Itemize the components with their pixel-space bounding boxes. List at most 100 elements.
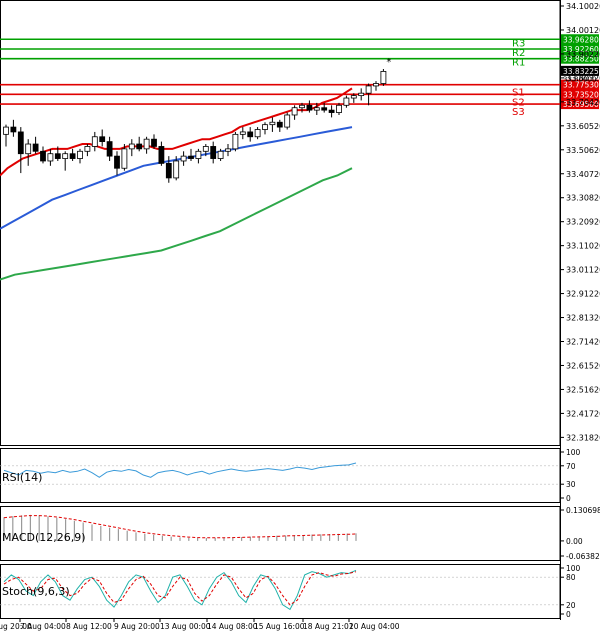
time-tick-label: 8 Aug 12:00: [66, 622, 112, 631]
price-tick-label: 32.41720: [566, 409, 600, 418]
sub-tick-label: 80: [566, 573, 576, 582]
level-price-box: [561, 34, 599, 45]
sub-tick-label: 0: [566, 494, 571, 503]
candle-body: [313, 107, 320, 111]
candle-body: [254, 129, 261, 138]
ma-green-line: [0, 167, 353, 281]
sub-tick-label: 100: [566, 564, 581, 573]
level-price-label: 33.73520: [563, 90, 599, 99]
panel-frames: [0, 0, 561, 620]
price-tick-label: 33.50620: [566, 146, 600, 155]
candle-body: [247, 131, 254, 138]
level-price-box: [561, 99, 599, 110]
level-name-s1: S1: [512, 88, 525, 99]
candle-body: [350, 95, 357, 99]
price-tick-label: 33.30820: [566, 194, 600, 203]
candle-body: [143, 138, 150, 150]
candle-body: [173, 160, 180, 179]
candle-body: [358, 92, 365, 97]
current-price-box: [561, 65, 599, 76]
sub-tick-label: 0: [566, 610, 571, 619]
candle-body: [136, 143, 143, 150]
time-tick-label: 20 Aug 04:00: [349, 622, 400, 631]
stoch-label: Stoch(9,6,3): [2, 585, 70, 598]
candle-body: [77, 150, 83, 159]
sub-tick-label: 100: [566, 448, 581, 457]
candle-body: [365, 85, 372, 94]
price-tick-label: 32.81320: [566, 314, 600, 323]
time-tick-label: 18 Aug 21:01: [303, 622, 354, 631]
candle-body: [180, 155, 187, 162]
sub-tick-label: 20: [566, 601, 576, 610]
price-tick-label: 33.80320: [566, 74, 600, 83]
price-tick-label: 33.20920: [566, 218, 600, 227]
level-price-box: [561, 89, 599, 100]
candle-body: [210, 146, 217, 159]
candle-body: [32, 143, 39, 152]
candle-body: [225, 148, 231, 152]
level-name-r3: R3: [512, 38, 525, 49]
candle-body: [328, 109, 335, 113]
candle-body: [158, 146, 165, 164]
candle-body: [188, 155, 194, 159]
candle-body: [10, 126, 17, 133]
candle-body: [84, 146, 91, 152]
candlesticks: *: [3, 57, 391, 183]
price-tick-label: 34.10020: [566, 2, 600, 11]
candle-body: [3, 126, 9, 135]
candle-body: [239, 131, 246, 135]
pivot-levels: R3 33.96280 R2 33.92260 R1 33.88250 S1 33.77530…: [0, 34, 599, 118]
candle-body: [343, 97, 350, 106]
level-price-label: 33.96280: [563, 35, 599, 44]
candle-body: [69, 153, 76, 159]
candle-body: [40, 150, 46, 162]
candle-body: [25, 143, 32, 155]
candle-body: [232, 133, 239, 150]
level-name-r2: R2: [512, 48, 525, 59]
level-price-label: 33.69500: [563, 100, 599, 109]
sub-tick-label: -0.063822: [566, 552, 600, 561]
candle-body: [321, 107, 328, 111]
sub-tick-label: 30: [566, 480, 576, 489]
candle-body: [306, 104, 313, 111]
macd-signal-line: [3, 515, 357, 539]
candle-body: [165, 162, 172, 179]
pivot-price-label: 33.80000: [563, 76, 596, 84]
price-tick-label: 33.60520: [566, 122, 600, 131]
candle-body: [47, 153, 54, 162]
candle-body: [114, 155, 120, 169]
candle-body: [106, 141, 113, 157]
price-tick-label: 33.90220: [566, 50, 600, 59]
price-tick-label: 33.11020: [566, 242, 600, 251]
time-tick-label: 13 Aug 00:00: [160, 622, 211, 631]
candle-body: [373, 83, 379, 87]
price-tick-label: 33.01120: [566, 266, 600, 275]
level-price-label: 33.88250: [563, 55, 599, 64]
candle-body: [151, 138, 157, 147]
candle-body: [91, 136, 98, 147]
candle-body: [128, 143, 135, 150]
candle-body: [269, 121, 276, 126]
level-price-label: 33.77530: [563, 81, 599, 90]
candle-body: [217, 150, 224, 159]
level-price-box: [561, 43, 599, 54]
candle-body: [291, 107, 298, 116]
price-tick-label: 33.70420: [566, 98, 600, 107]
level-price-box: [561, 79, 599, 90]
rsi-line: [3, 462, 357, 478]
sub-tick-label: 0.00: [566, 537, 583, 546]
time-tick-label: 15 Aug 16:00: [254, 622, 305, 631]
price-tick-label: 33.40720: [566, 170, 600, 179]
candle-body: [299, 104, 305, 109]
macd-label: MACD(12,26,9): [2, 531, 86, 544]
candle-body: [17, 131, 24, 155]
time-tick-label: 9 Aug 20:00: [114, 622, 160, 631]
price-tick-label: 32.71420: [566, 338, 600, 347]
stoch-k-line: [3, 569, 357, 611]
candle-body: [195, 150, 202, 159]
last-price-marker: *: [386, 57, 391, 68]
time-tick-label: 14 Aug 08:00: [207, 622, 258, 631]
price-tick-label: 32.51620: [566, 385, 600, 394]
